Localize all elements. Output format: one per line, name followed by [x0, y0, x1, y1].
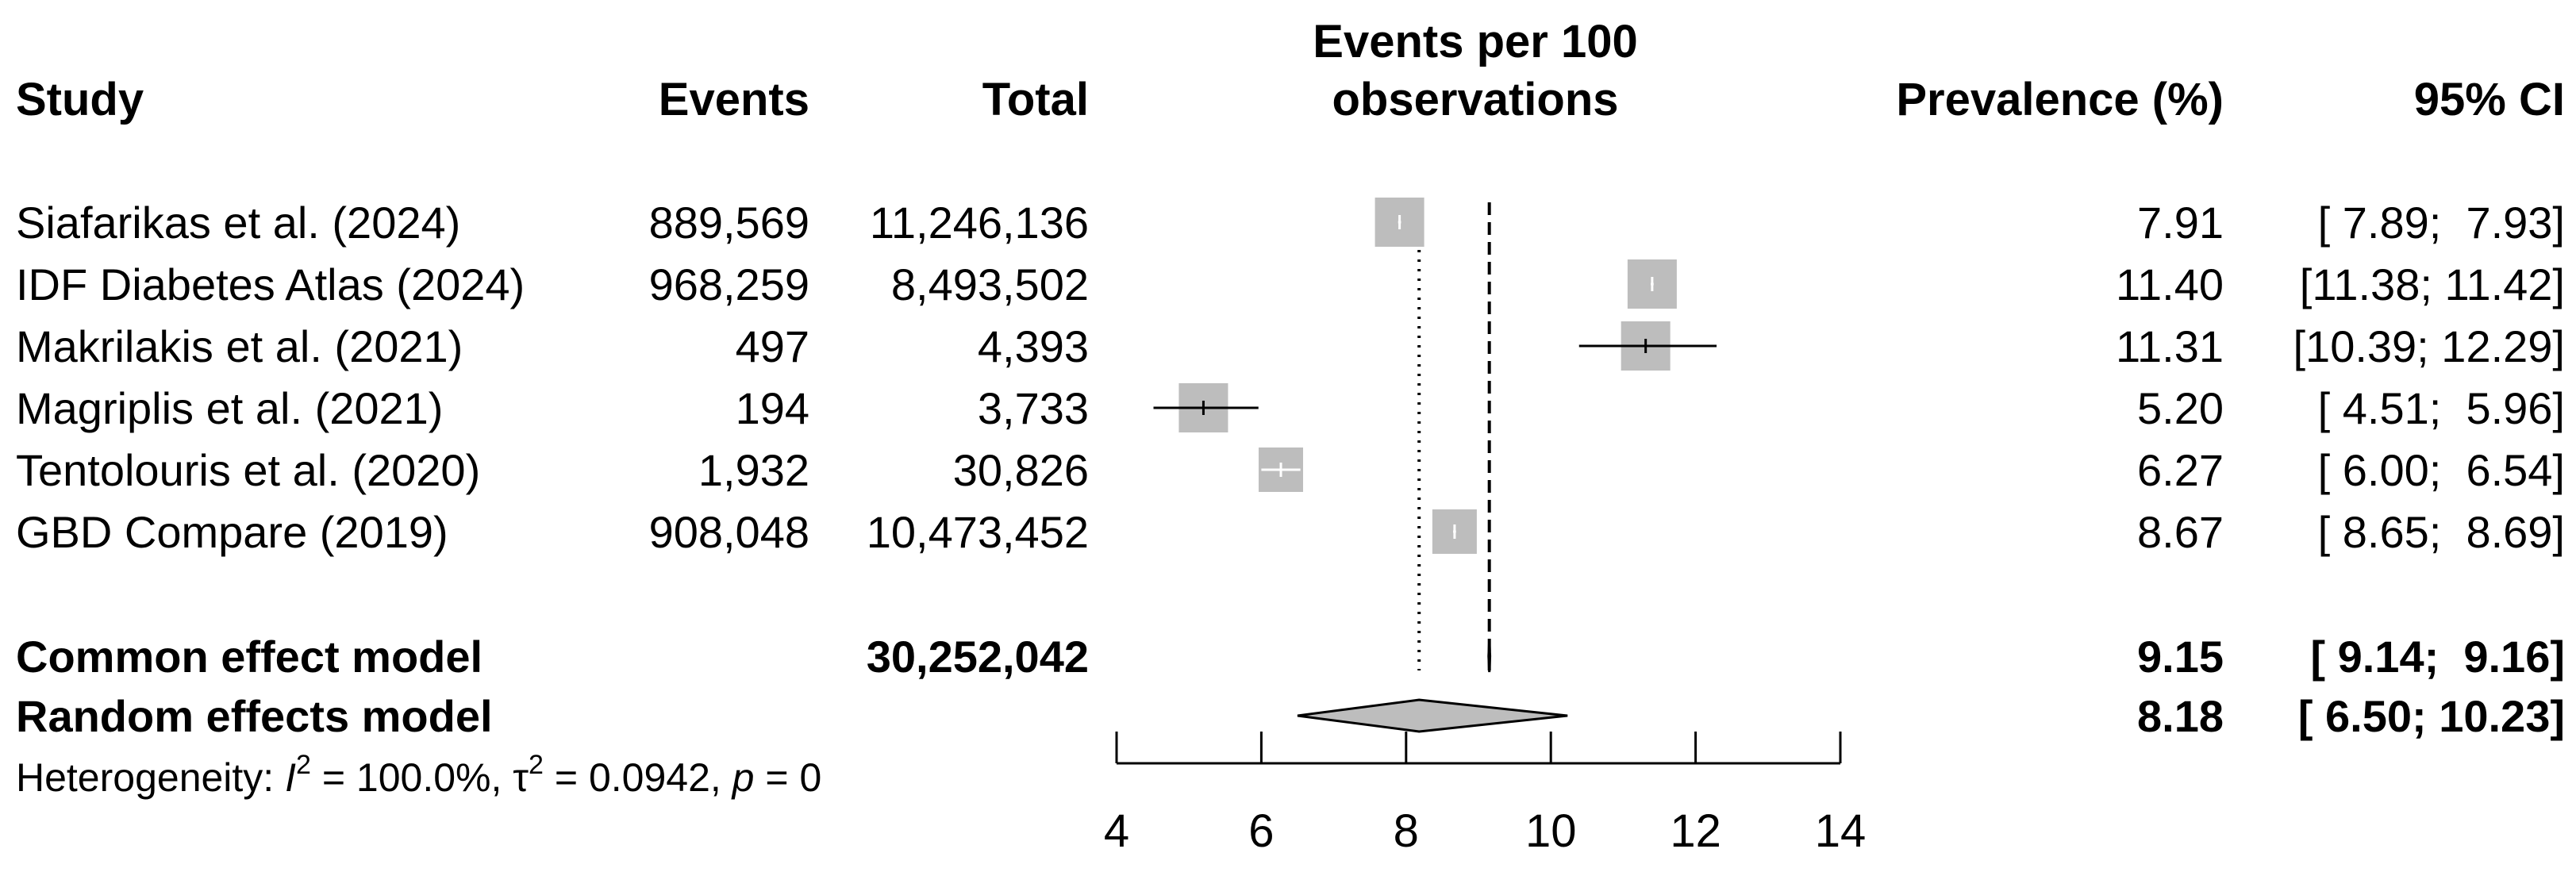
study-ci: [ 4.51; 5.96]: [2318, 383, 2565, 433]
study-events: 889,569: [649, 198, 809, 248]
random-effects-estimate: 8.18: [2137, 691, 2224, 741]
study-total: 30,826: [953, 445, 1089, 495]
x-axis-tick-label: 8: [1394, 805, 1419, 857]
study-name: GBD Compare (2019): [16, 507, 448, 557]
common-effect-ci: [ 9.14; 9.16]: [2310, 632, 2565, 682]
study-prevalence: 6.27: [2137, 445, 2224, 495]
random-effects-ci: [ 6.50; 10.23]: [2298, 691, 2565, 741]
study-total: 8,493,502: [891, 259, 1089, 309]
tau-symbol: τ: [513, 755, 529, 800]
random-effects-label: Random effects model: [16, 691, 493, 741]
study-total: 4,393: [978, 321, 1089, 371]
ci-column-header: 95% CI: [2414, 74, 2565, 125]
x-axis-tick-label: 14: [1815, 805, 1867, 857]
header-row: Study Events Total Events per 100 observ…: [16, 16, 2565, 125]
study-ci: [ 8.65; 8.69]: [2318, 507, 2565, 557]
i2-exponent: 2: [296, 750, 311, 780]
x-axis-tick-label: 12: [1670, 805, 1721, 857]
study-row: Siafarikas et al. (2024) 889,569 11,246,13…: [16, 198, 2565, 248]
heterogeneity-text: Heterogeneity: I2 = 100.0%, τ2 = 0.0942,…: [16, 750, 821, 800]
study-prevalence: 11.31: [2116, 321, 2224, 371]
study-events: 968,259: [649, 259, 809, 309]
study-rows: Siafarikas et al. (2024) 889,569 11,246,13…: [16, 198, 2565, 557]
study-total: 11,246,136: [870, 198, 1089, 248]
heterogeneity-prefix: Heterogeneity:: [16, 755, 285, 800]
study-events: 1,932: [698, 445, 809, 495]
study-row: Magriplis et al. (2021) 194 3,733 5.20 [ 4.5…: [16, 383, 2565, 433]
study-prevalence: 11.40: [2116, 259, 2224, 309]
x-axis-tick-label: 4: [1104, 805, 1129, 857]
study-total: 3,733: [978, 383, 1089, 433]
x-axis-tick-label: 10: [1525, 805, 1577, 857]
study-name: Makrilakis et al. (2021): [16, 321, 463, 371]
study-events: 908,048: [649, 507, 809, 557]
study-prevalence: 7.91: [2137, 198, 2224, 248]
common-effect-label: Common effect model: [16, 632, 483, 682]
i2-symbol: I: [285, 755, 296, 800]
plot-column-header-line1: Events per 100: [1313, 16, 1637, 67]
tau-value: = 0.0942,: [544, 755, 732, 800]
prevalence-column-header: Prevalence (%): [1896, 74, 2224, 125]
study-name: IDF Diabetes Atlas (2024): [16, 259, 525, 309]
i2-value: = 100.0%,: [311, 755, 513, 800]
study-row: IDF Diabetes Atlas (2024) 968,259 8,493,50…: [16, 259, 2565, 309]
study-ci: [ 7.89; 7.93]: [2318, 198, 2565, 248]
study-total: 10,473,452: [867, 507, 1089, 557]
common-effect-diamond: [1487, 640, 1492, 673]
total-column-header: Total: [982, 74, 1089, 125]
study-prevalence: 5.20: [2137, 383, 2224, 433]
study-prevalence: 8.67: [2137, 507, 2224, 557]
plot-area: 4 6 8 10 12 14: [1104, 198, 1866, 857]
study-ci: [10.39; 12.29]: [2293, 321, 2565, 371]
common-effect-estimate: 9.15: [2137, 632, 2224, 682]
summary-rows: Common effect model 30,252,042 9.15 [ 9.…: [16, 632, 2565, 741]
random-effects-diamond: [1297, 698, 1568, 733]
events-column-header: Events: [659, 74, 809, 125]
study-events: 497: [736, 321, 809, 371]
p-value: = 0: [754, 755, 821, 800]
study-name: Tentolouris et al. (2020): [16, 445, 480, 495]
study-column-header: Study: [16, 74, 144, 125]
study-events: 194: [736, 383, 809, 433]
plot-column-header-line2: observations: [1332, 74, 1619, 125]
study-name: Magriplis et al. (2021): [16, 383, 443, 433]
common-effect-total: 30,252,042: [867, 632, 1089, 682]
study-ci: [11.38; 11.42]: [2300, 259, 2565, 309]
p-symbol: p: [731, 755, 755, 800]
study-name: Siafarikas et al. (2024): [16, 198, 460, 248]
tau-exponent: 2: [529, 750, 544, 780]
study-row: GBD Compare (2019) 908,048 10,473,452 8.67 […: [16, 507, 2565, 557]
study-row: Makrilakis et al. (2021) 497 4,393 11.31 [10…: [16, 321, 2565, 371]
study-row: Tentolouris et al. (2020) 1,932 30,826 6.27…: [16, 445, 2565, 495]
study-ci: [ 6.00; 6.54]: [2318, 445, 2565, 495]
x-axis-tick-label: 6: [1248, 805, 1274, 857]
